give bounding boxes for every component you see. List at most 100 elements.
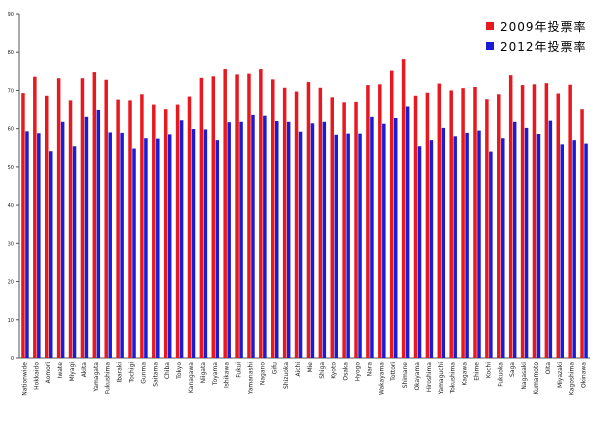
x-tick-label-hiroshima: Hiroshima (426, 362, 433, 393)
bar-2012-iwate (60, 121, 65, 358)
bar-2012-wakayama (382, 123, 386, 358)
bar-2012-osaka (346, 133, 350, 358)
bar-2009-fukui (235, 74, 239, 358)
x-tick-label-mie: Mie (307, 362, 314, 373)
bar-2012-tokushima (453, 136, 457, 358)
bar-2009-yamanashi (247, 73, 251, 359)
bar-2012-aichi (298, 131, 303, 358)
bar-2009-akita (80, 78, 85, 359)
bar-2012-nagano (263, 115, 267, 358)
bar-2012-hyogo (358, 133, 362, 358)
bar-2012-oita (548, 120, 553, 358)
x-tick-label-shiga: Shiga (319, 362, 326, 379)
bar-2009-ibaraki (116, 99, 120, 359)
y-tick-label-0: 0 (11, 356, 14, 362)
bar-2009-osaka (342, 102, 346, 358)
x-tick-label-ehime: Ehime (473, 362, 480, 381)
bar-2009-saga (508, 75, 513, 359)
y-tick-label-30: 30 (8, 241, 14, 247)
bar-2012-okayama (417, 146, 422, 358)
x-tick-label-kagoshima: Kagoshima (569, 362, 576, 395)
bar-2009-okinawa (580, 109, 584, 358)
bar-2009-yamagata (92, 72, 97, 358)
x-tick-label-nationwide: Nationwide (21, 362, 28, 396)
x-tick-label-tokushima: Tokushima (450, 362, 457, 395)
bar-2009-tochigi (128, 100, 132, 358)
bar-2009-ishikawa (223, 69, 227, 358)
bar-2009-gifu (271, 79, 275, 359)
bar-2009-yamaguchi (437, 83, 442, 358)
bar-2012-yamaguchi (441, 127, 446, 358)
bar-2009-fukushima (104, 79, 108, 359)
bar-2012-saitama (156, 138, 160, 358)
bar-2009-kagoshima (568, 84, 572, 358)
x-tick-label-iwate: Iwate (57, 362, 64, 379)
bar-2009-kanagawa (187, 96, 192, 358)
legend-label-2012: 2012年投票率 (500, 39, 587, 54)
legend-swatch-2012 (486, 42, 494, 50)
bar-2012-toyama (215, 140, 220, 358)
x-tick-label-ishikawa: Ishikawa (224, 362, 231, 388)
y-tick-label-10: 10 (8, 318, 14, 324)
bar-2009-nationwide (21, 93, 25, 359)
bar-2009-kyoto (330, 97, 334, 358)
x-tick-label-miyagi: Miyagi (69, 362, 76, 382)
legend-item-2009: 2009年投票率 (486, 16, 587, 36)
bar-2012-fukuoka (501, 138, 505, 358)
y-tick-label-50: 50 (8, 165, 14, 171)
bar-2009-chiba (163, 109, 168, 358)
y-tick-label-80: 80 (8, 50, 14, 56)
x-tick-label-nagano: Nagano (259, 362, 266, 385)
bar-2009-tokushima (449, 90, 453, 358)
bar-2012-mie (310, 123, 315, 358)
bar-2012-shizuoka (286, 121, 291, 358)
x-tick-label-nagasaki: Nagasaki (521, 362, 528, 390)
bar-2009-tottori (389, 70, 394, 359)
bar-2012-fukui (239, 121, 243, 358)
legend-label-2009: 2009年投票率 (500, 19, 587, 34)
bar-2009-toyama (211, 76, 216, 359)
bar-2012-nagasaki (524, 127, 529, 358)
bar-2012-ishikawa (227, 122, 231, 359)
bar-2009-iwate (56, 78, 61, 359)
bar-2012-ehime (477, 130, 481, 358)
x-tick-label-ibaraki: Ibaraki (117, 362, 124, 383)
bar-2009-mie (306, 82, 311, 358)
x-tick-label-okinawa: Okinawa (581, 362, 588, 388)
x-tick-label-wakayama: Wakayama (378, 362, 385, 395)
bar-2012-tochigi (132, 148, 136, 358)
x-tick-label-tottori: Tottori (390, 362, 397, 382)
bar-2012-hiroshima (429, 140, 434, 358)
bar-2009-tokyo (175, 104, 180, 358)
y-tick-label-60: 60 (8, 127, 14, 133)
x-tick-label-fukui: Fukui (236, 362, 243, 378)
x-tick-label-okayama: Okayama (414, 362, 421, 391)
bar-2009-wakayama (378, 84, 382, 358)
x-tick-label-shimane: Shimane (402, 362, 409, 389)
bar-2009-shimane (401, 59, 406, 358)
bar-2009-kagawa (461, 88, 465, 358)
x-tick-label-hokkaido: Hokkaido (33, 362, 40, 390)
bar-2012-niigata (203, 129, 208, 358)
bar-2012-gunma (144, 138, 148, 358)
y-tick-label-40: 40 (8, 203, 14, 209)
bar-2009-ehime (473, 87, 477, 358)
bar-2012-kagoshima (572, 140, 576, 358)
bar-2012-kagawa (465, 132, 469, 358)
x-tick-label-fukushima: Fukushima (105, 362, 112, 394)
bar-2012-saga (512, 121, 517, 358)
bar-2009-nara (366, 85, 370, 359)
legend-swatch-2009 (486, 22, 494, 30)
bar-2012-tokyo (179, 120, 184, 358)
bar-2009-shizuoka (282, 87, 287, 358)
x-tick-label-shizuoka: Shizuoka (283, 362, 290, 389)
bar-2012-aomori (48, 151, 53, 358)
x-tick-label-tochigi: Tochigi (129, 362, 136, 384)
x-tick-label-kochi: Kochi (485, 362, 492, 378)
bar-2012-kochi (489, 151, 493, 358)
bar-2012-tottori (393, 117, 398, 358)
bar-2009-nagano (259, 69, 263, 358)
bar-2009-okayama (413, 95, 418, 358)
